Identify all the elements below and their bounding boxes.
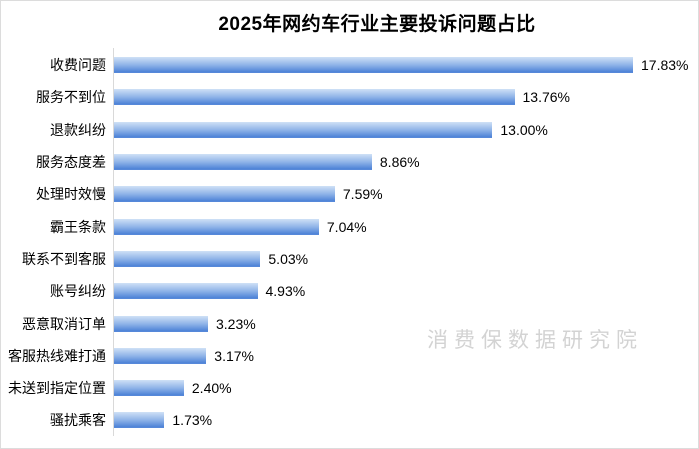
value-label: 3.17% xyxy=(214,347,254,364)
bar-row: 恶意取消订单 3.23% xyxy=(1,307,694,339)
bar xyxy=(114,121,493,138)
bar-chart: 收费问题 17.83% 服务不到位 13.76% 退款纠纷 13.00% 服务态… xyxy=(1,49,694,437)
category-label: 服务态度差 xyxy=(36,154,106,171)
bar-zone: 5.03% xyxy=(114,250,694,267)
category-label: 恶意取消订单 xyxy=(22,315,106,332)
bar-zone: 7.04% xyxy=(114,218,694,235)
category-label: 联系不到客服 xyxy=(22,250,106,267)
category-label: 霸王条款 xyxy=(50,218,106,235)
bar-zone: 17.83% xyxy=(114,57,694,74)
chart-title: 2025年网约车行业主要投诉问题占比 xyxy=(218,14,536,35)
category-label: 退款纠纷 xyxy=(50,121,106,138)
y-axis-line xyxy=(113,48,114,436)
bar-row: 霸王条款 7.04% xyxy=(1,210,694,242)
bar-row: 收费问题 17.83% xyxy=(1,49,694,81)
bar-zone: 1.73% xyxy=(114,412,694,429)
bar-zone: 13.00% xyxy=(114,121,694,138)
bar xyxy=(114,89,515,106)
value-label: 2.40% xyxy=(191,380,232,397)
bar-row: 服务不到位 13.76% xyxy=(1,81,694,113)
bar xyxy=(114,250,261,267)
bar-zone: 7.59% xyxy=(114,186,694,203)
bar xyxy=(114,412,165,429)
category-label: 账号纠纷 xyxy=(50,283,106,300)
bar-row: 处理时效慢 7.59% xyxy=(1,178,694,210)
value-label: 13.00% xyxy=(500,121,548,138)
bar xyxy=(114,347,207,364)
value-label: 4.93% xyxy=(265,283,306,300)
bar-row: 客服热线难打通 3.17% xyxy=(1,340,694,372)
value-label: 1.73% xyxy=(172,412,213,429)
bar-zone: 2.40% xyxy=(114,380,694,397)
category-label: 客服热线难打通 xyxy=(8,347,106,364)
bar-zone: 13.76% xyxy=(114,89,694,106)
category-label: 未送到指定位置 xyxy=(8,380,106,397)
bar xyxy=(114,315,208,332)
bar-row: 联系不到客服 5.03% xyxy=(1,243,694,275)
value-label: 5.03% xyxy=(268,250,309,267)
bar xyxy=(114,186,335,203)
bar-row: 未送到指定位置 2.40% xyxy=(1,372,694,404)
bar xyxy=(114,57,633,74)
category-label: 处理时效慢 xyxy=(36,186,106,203)
value-label: 13.76% xyxy=(522,89,570,106)
bar xyxy=(114,283,258,300)
bar-row: 服务态度差 8.86% xyxy=(1,146,694,178)
category-label: 收费问题 xyxy=(50,57,106,74)
value-label: 7.04% xyxy=(326,218,367,235)
bar xyxy=(114,380,184,397)
value-label: 3.23% xyxy=(216,315,256,332)
bar-row: 骚扰乘客 1.73% xyxy=(1,404,694,436)
bar xyxy=(114,218,319,235)
value-label: 8.86% xyxy=(379,154,420,171)
bar xyxy=(114,154,372,171)
category-label: 服务不到位 xyxy=(36,89,106,106)
bar-row: 退款纠纷 13.00% xyxy=(1,114,694,146)
value-label: 7.59% xyxy=(342,186,383,203)
value-label: 17.83% xyxy=(641,57,689,74)
category-label: 骚扰乘客 xyxy=(50,412,106,429)
bar-zone: 3.17% xyxy=(114,347,694,364)
bar-zone: 4.93% xyxy=(114,283,694,300)
bar-zone: 8.86% xyxy=(114,154,694,171)
bar-row: 账号纠纷 4.93% xyxy=(1,275,694,307)
bar-zone: 3.23% xyxy=(114,315,694,332)
